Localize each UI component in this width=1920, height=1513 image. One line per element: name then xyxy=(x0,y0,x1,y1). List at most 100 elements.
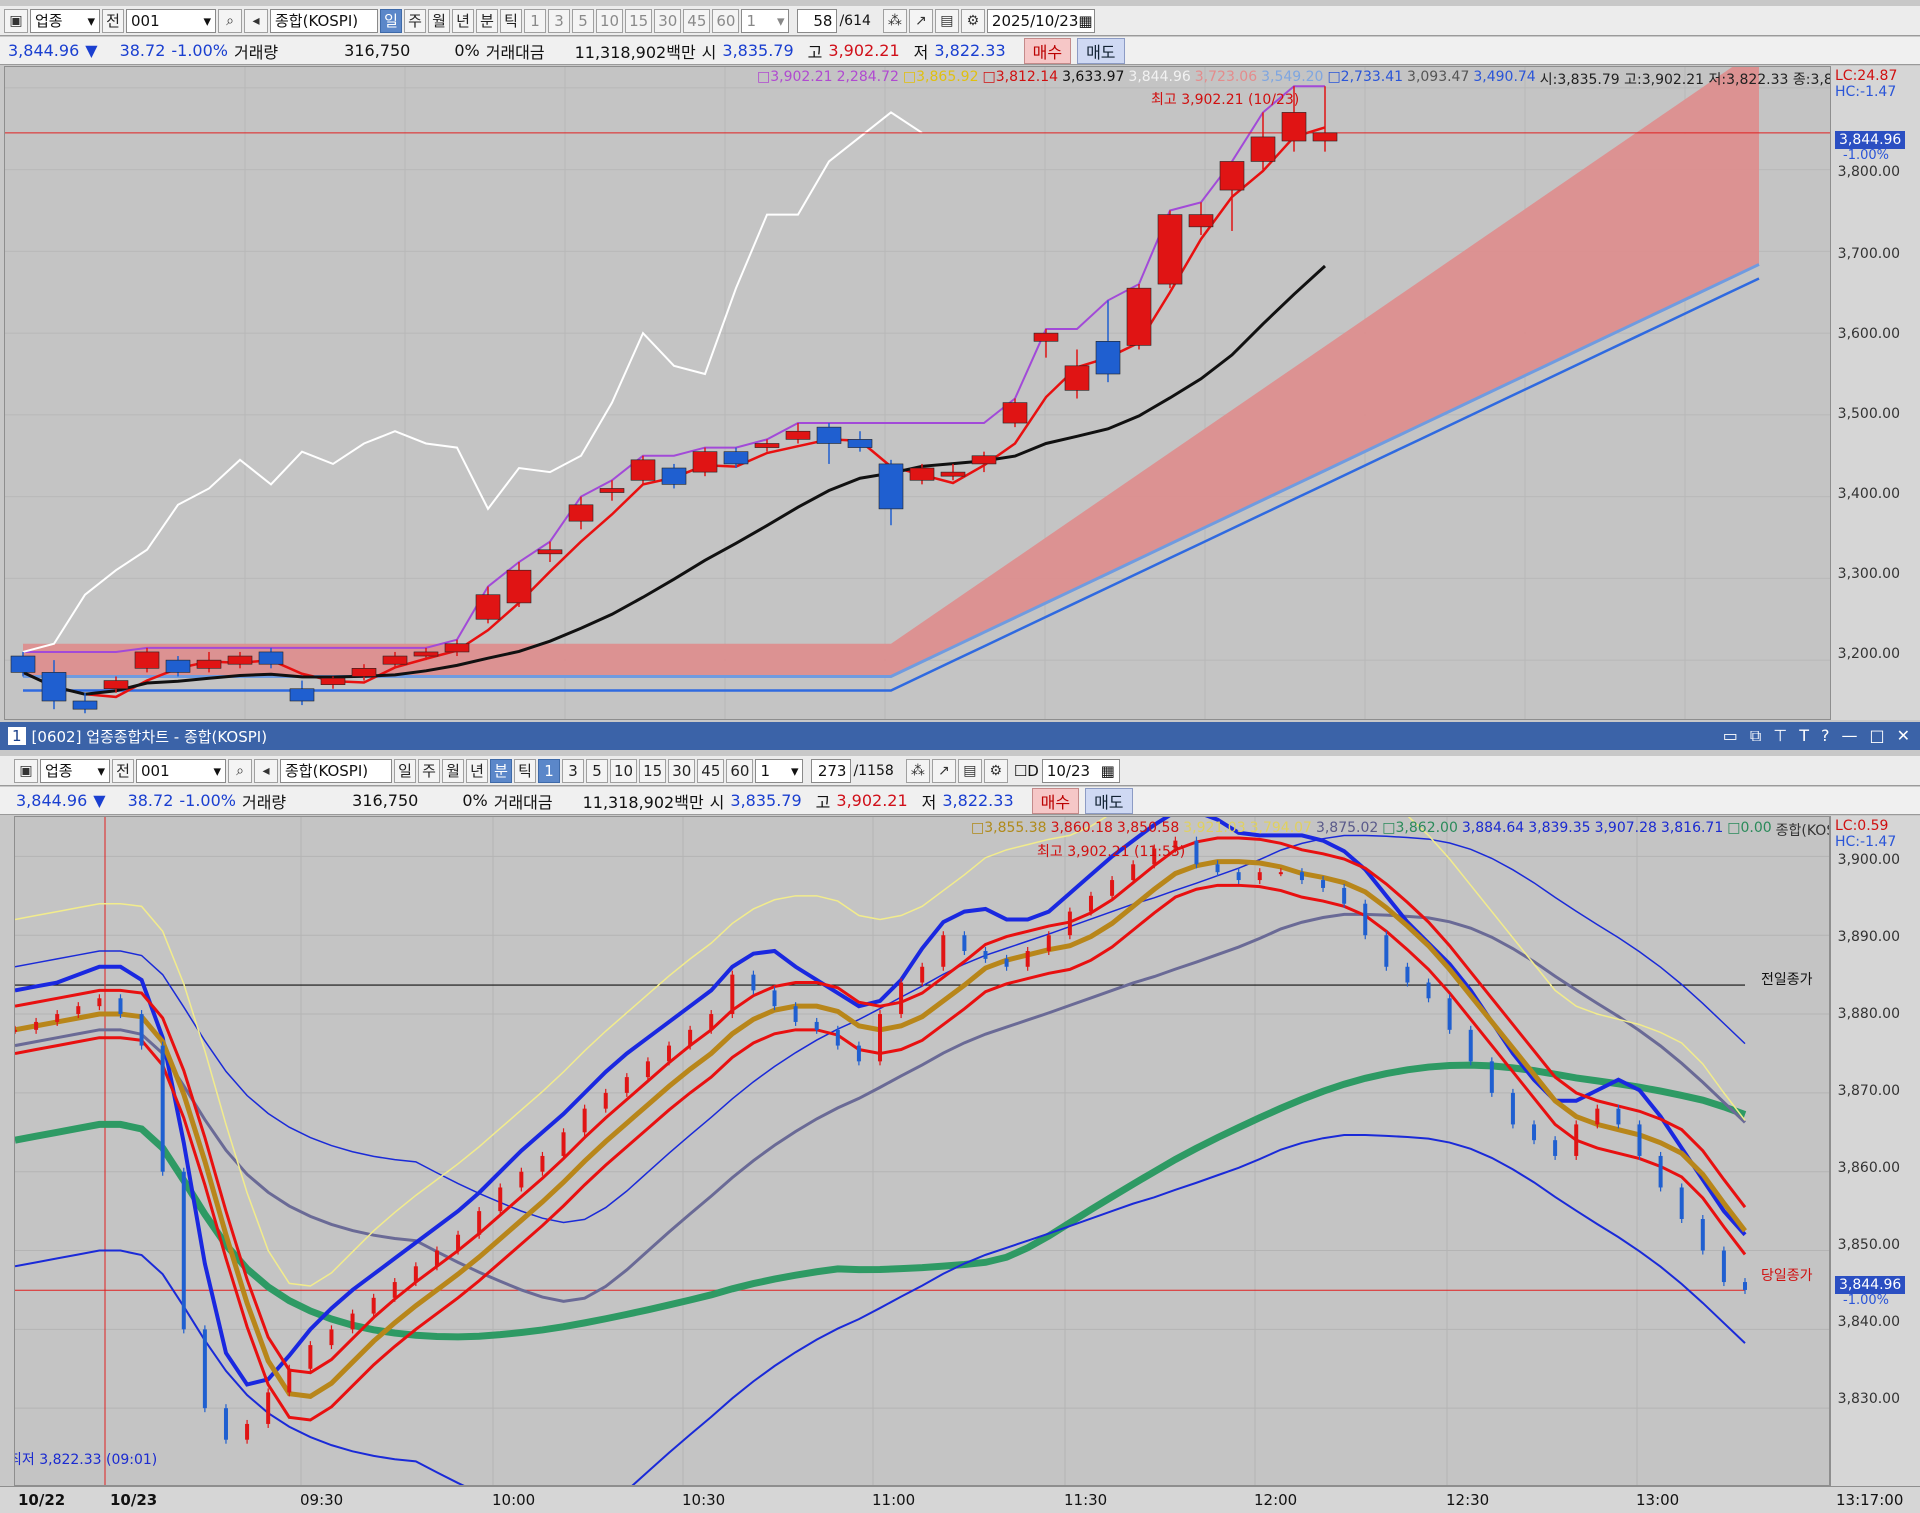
y-tick: 3,860.00 xyxy=(1837,1160,1900,1176)
minute-candle-body xyxy=(118,998,123,1015)
code-input[interactable]: 001 ▾ xyxy=(126,8,216,33)
close-icon[interactable]: ✕ xyxy=(1896,726,1910,745)
minute-candle-body xyxy=(1574,1124,1579,1156)
page-current-input[interactable]: 273 xyxy=(811,758,852,783)
candle-body xyxy=(692,451,718,473)
compare-icon[interactable]: ⁂ xyxy=(882,8,907,33)
buy-button[interactable]: 매수 xyxy=(1031,787,1080,814)
gear-icon[interactable]: ⚙ xyxy=(983,758,1008,783)
minute-15-button[interactable]: 15 xyxy=(625,8,653,33)
period-week-button[interactable]: 주 xyxy=(418,758,440,783)
minute-candle-body xyxy=(1131,864,1136,881)
minute-candle-body xyxy=(392,1282,397,1298)
maximize-icon[interactable]: □ xyxy=(1869,726,1885,745)
count-select[interactable]: 1 ▾ xyxy=(755,758,804,783)
gear-icon[interactable]: ⚙ xyxy=(960,8,985,33)
period-minute-button[interactable]: 분 xyxy=(476,8,498,33)
period-year-button[interactable]: 년 xyxy=(452,8,474,33)
category-select[interactable]: 업종 ▾ xyxy=(40,758,110,783)
line-tool-icon[interactable]: ↗ xyxy=(908,8,933,33)
all-button[interactable]: 전 xyxy=(112,758,134,783)
period-week-button[interactable]: 주 xyxy=(404,8,426,33)
speaker-icon[interactable]: ◂ xyxy=(254,758,278,783)
all-button[interactable]: 전 xyxy=(102,8,124,33)
period-tick-button[interactable]: 틱 xyxy=(514,758,536,783)
minute-legend: □3,855.38 3,860.18 3,850.58 3,921.03 3,7… xyxy=(971,820,1829,840)
layout-icon[interactable]: ▭ xyxy=(1722,726,1738,745)
sell-button[interactable]: 매도 xyxy=(1077,37,1125,64)
compare-icon[interactable]: ⁂ xyxy=(905,758,930,783)
minute-candle-body xyxy=(1616,1108,1621,1125)
minute-candle-body xyxy=(1110,880,1115,896)
period-day-button[interactable]: 일 xyxy=(394,758,416,783)
date-input[interactable]: 10/23 ▦ xyxy=(1041,758,1120,783)
window-icon[interactable]: ▣ xyxy=(14,758,38,783)
window-icon[interactable]: ▣ xyxy=(4,8,28,33)
restore-icon[interactable]: ⧉ xyxy=(1749,726,1762,745)
page-current-input[interactable]: 58 xyxy=(797,8,838,33)
search-icon[interactable]: ⌕ xyxy=(228,758,252,783)
minute-candle-body xyxy=(160,1045,165,1172)
date-input[interactable]: 2025/10/23 ▦ xyxy=(986,8,1095,33)
minute-5-button[interactable]: 5 xyxy=(586,758,608,783)
lc-label: LC:24.87 xyxy=(1835,68,1898,84)
minute-30-button[interactable]: 30 xyxy=(668,758,696,783)
save-icon[interactable]: ▤ xyxy=(957,758,982,783)
current-time: 13:17:00 xyxy=(1836,1491,1904,1509)
minute-candle-body xyxy=(1447,998,1452,1030)
minute-candle-body xyxy=(1743,1282,1747,1290)
index-name-field[interactable]: 종합(KOSPI) xyxy=(270,8,378,33)
period-month-button[interactable]: 월 xyxy=(428,8,450,33)
minute-5-button[interactable]: 5 xyxy=(572,8,594,33)
text-icon[interactable]: T xyxy=(1799,726,1809,745)
calendar-icon[interactable]: ▦ xyxy=(1100,761,1115,780)
count-select[interactable]: 1 ▾ xyxy=(741,8,790,33)
minute-45-button[interactable]: 45 xyxy=(697,758,725,783)
period-minute-button[interactable]: 분 xyxy=(490,758,512,783)
minute-3-button[interactable]: 3 xyxy=(562,758,584,783)
minute-candle-body xyxy=(519,1171,524,1188)
period-tick-button[interactable]: 틱 xyxy=(500,8,522,33)
minute-45-button[interactable]: 45 xyxy=(683,8,711,33)
minute-60-button[interactable]: 60 xyxy=(712,8,740,33)
period-month-button[interactable]: 월 xyxy=(442,758,464,783)
d-checkbox[interactable]: ☐ D xyxy=(1010,759,1040,783)
period-year-button[interactable]: 년 xyxy=(466,758,488,783)
minute-chart-panel[interactable]: □3,855.38 3,860.18 3,850.58 3,921.03 3,7… xyxy=(14,816,1830,1486)
legend-value: 3,875.02 xyxy=(1315,820,1379,836)
speaker-icon[interactable]: ◂ xyxy=(244,8,268,33)
candle-body xyxy=(413,651,439,657)
save-icon[interactable]: ▤ xyxy=(934,8,959,33)
code-input[interactable]: 001 ▾ xyxy=(136,758,226,783)
index-name-field[interactable]: 종합(KOSPI) xyxy=(280,758,392,783)
y-tick: 3,200.00 xyxy=(1837,646,1900,662)
prev-close-label: 전일종가 xyxy=(1761,972,1813,988)
minute-candle-body xyxy=(1426,982,1431,999)
minute-30-button[interactable]: 30 xyxy=(654,8,682,33)
search-icon[interactable]: ⌕ xyxy=(218,8,242,33)
buy-button[interactable]: 매수 xyxy=(1023,37,1072,64)
minute-10-button[interactable]: 10 xyxy=(596,8,624,33)
minute-3-button[interactable]: 3 xyxy=(548,8,570,33)
daily-chart-panel[interactable]: □3,902.21 2,284.72 □3,865.92 □3,812.14 3… xyxy=(4,66,1834,720)
sell-button[interactable]: 매도 xyxy=(1085,787,1133,814)
period-day-button[interactable]: 일 xyxy=(380,8,402,33)
minute-1-button[interactable]: 1 xyxy=(538,758,560,783)
minute-15-button[interactable]: 15 xyxy=(639,758,667,783)
calendar-icon[interactable]: ▦ xyxy=(1078,11,1093,30)
minute-candle-body xyxy=(920,966,925,983)
minute-10-button[interactable]: 10 xyxy=(610,758,638,783)
minute-candle-body xyxy=(1257,872,1262,881)
candle-body xyxy=(134,651,160,669)
ma-blue-mid-line xyxy=(15,834,1746,1224)
minute-60-button[interactable]: 60 xyxy=(726,758,754,783)
minute-candle-body xyxy=(1152,848,1157,865)
category-select[interactable]: 업종 ▾ xyxy=(30,8,100,33)
legend-value: 3,860.18 xyxy=(1050,820,1113,836)
pin-icon[interactable]: ⊤ xyxy=(1773,726,1788,745)
chart-window-title-bar[interactable]: 1 [0602] 업종종합차트 - 종합(KOSPI) ▭ ⧉ ⊤ T ? — … xyxy=(0,722,1920,750)
line-tool-icon[interactable]: ↗ xyxy=(931,758,956,783)
minute-1-button[interactable]: 1 xyxy=(524,8,546,33)
minimize-icon[interactable]: — xyxy=(1841,726,1858,745)
help-icon[interactable]: ? xyxy=(1820,726,1830,745)
